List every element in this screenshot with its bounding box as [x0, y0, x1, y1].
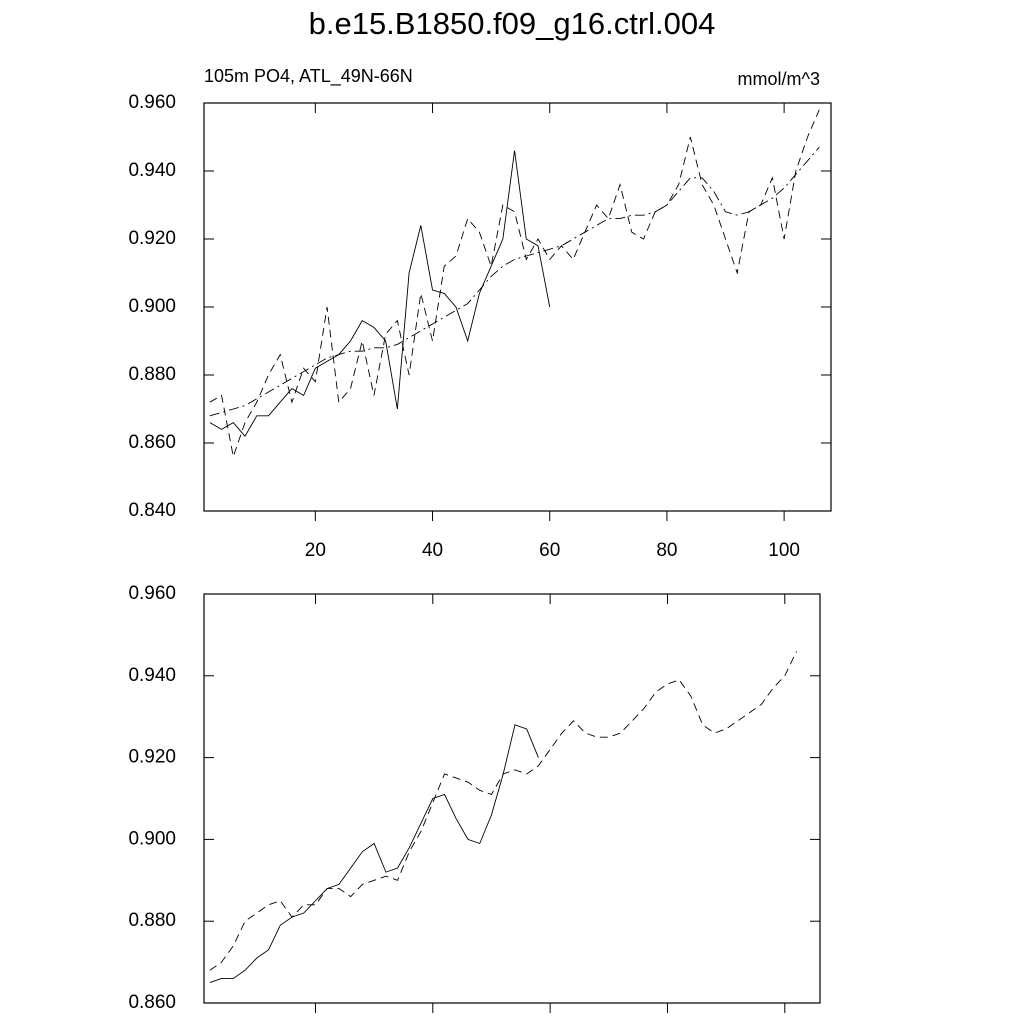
data-line: [209, 651, 797, 971]
y-tick-label: 0.920: [128, 747, 176, 768]
plot-frame: [203, 593, 821, 1004]
y-tick-label: 0.860: [128, 432, 176, 453]
y-tick-label: 0.920: [128, 228, 176, 249]
data-line: [209, 109, 820, 459]
y-tick-label: 0.860: [128, 992, 176, 1013]
y-tick-label: 0.960: [128, 583, 176, 604]
data-line: [209, 146, 820, 417]
y-tick-label: 0.940: [128, 160, 176, 181]
units-label: mmol/m^3: [738, 69, 820, 89]
y-tick-label: 0.880: [128, 364, 176, 385]
subtitle: 105m PO4, ATL_49N-66N: [204, 66, 413, 87]
x-tick-label: 80: [656, 540, 677, 561]
y-tick-label: 0.900: [128, 828, 176, 849]
x-tick-label: 100: [768, 540, 800, 561]
x-tick-label: 40: [422, 540, 443, 561]
plot-frame: [203, 102, 832, 512]
x-tick-label: 60: [539, 540, 560, 561]
x-tick-label: 20: [305, 540, 326, 561]
y-tick-label: 0.840: [128, 500, 176, 521]
data-line: [209, 150, 551, 437]
y-tick-label: 0.960: [128, 92, 176, 113]
data-line: [209, 724, 539, 983]
y-tick-label: 0.940: [128, 665, 176, 686]
y-tick-label: 0.900: [128, 296, 176, 317]
chart-title: b.e15.B1850.f09_g16.ctrl.004: [309, 6, 716, 41]
y-tick-label: 0.880: [128, 910, 176, 931]
